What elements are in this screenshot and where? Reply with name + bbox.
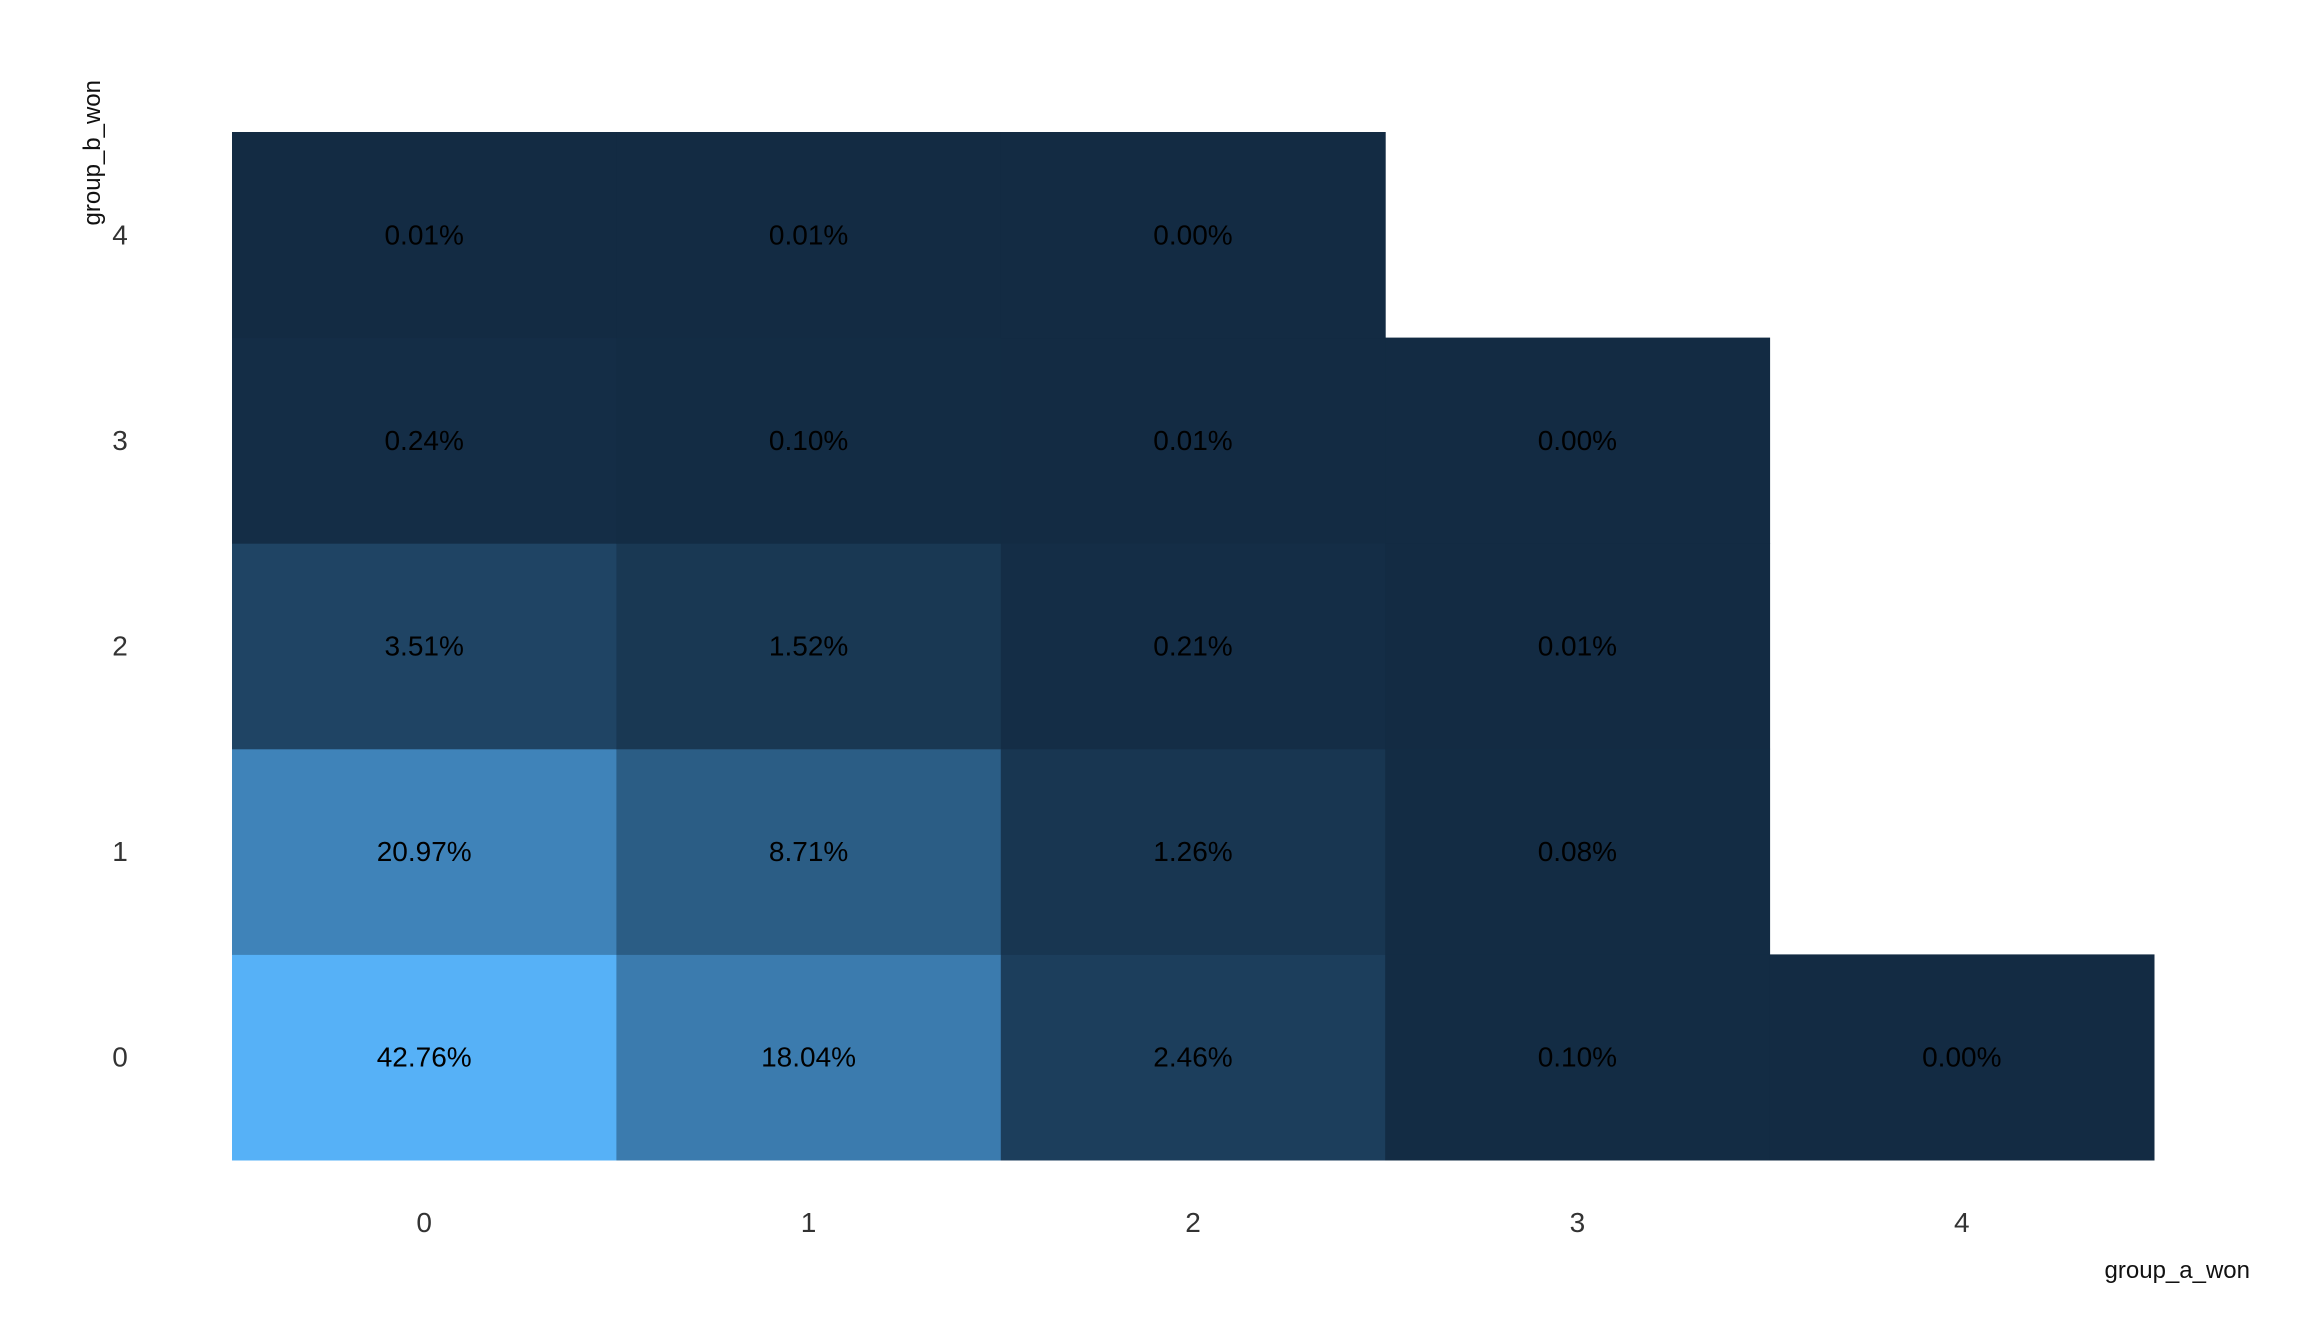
- heatmap-cell-2-1: [1000, 748, 1386, 955]
- heatmap-cell-4-0: [1769, 954, 2155, 1161]
- cell-label-1-1: 8.71%: [769, 836, 848, 867]
- y-tick-label-0: 0: [112, 1042, 128, 1073]
- cell-label-2-2: 0.21%: [1153, 631, 1232, 662]
- heatmap-cell-0-0: [232, 954, 617, 1161]
- x-tick-label-0: 0: [416, 1207, 432, 1238]
- x-tick-label-4: 4: [1954, 1207, 1970, 1238]
- y-tick-label-3: 3: [112, 425, 128, 456]
- heatmap-cell-0-2: [232, 543, 617, 750]
- heatmap-cell-3-2: [1385, 543, 1771, 750]
- heatmap-cell-2-0: [1000, 954, 1386, 1161]
- cell-label-0-1: 20.97%: [377, 836, 472, 867]
- cell-label-0-2: 3.51%: [384, 631, 463, 662]
- heatmap-cell-2-4: [1000, 132, 1386, 339]
- heatmap-cell-0-4: [232, 132, 617, 339]
- heatmap-cell-2-2: [1000, 543, 1386, 750]
- cell-labels: 42.76% 18.04% 2.46% 0.10% 0.00% 20.97% 8.71% 1.…: [377, 219, 2002, 1072]
- cell-label-2-1: 1.26%: [1153, 836, 1232, 867]
- x-tick-label-2: 2: [1185, 1207, 1201, 1238]
- cell-label-2-0: 2.46%: [1153, 1042, 1232, 1073]
- heatmap-cell-1-2: [616, 543, 1002, 750]
- y-tick-label-1: 1: [112, 836, 128, 867]
- x-tick-label-1: 1: [801, 1207, 817, 1238]
- cell-label-0-0: 42.76%: [377, 1042, 472, 1073]
- y-axis-title: group_b_won: [79, 80, 106, 225]
- heatmap-cell-0-3: [232, 337, 617, 544]
- heatmap-cell-1-1: [616, 748, 1002, 955]
- x-tick-label-3: 3: [1570, 1207, 1586, 1238]
- cell-label-3-1: 0.08%: [1538, 836, 1617, 867]
- cell-label-1-3: 0.10%: [769, 425, 848, 456]
- heatmap-cell-0-1: [232, 748, 617, 955]
- cell-label-4-0: 0.00%: [1922, 1042, 2001, 1073]
- cell-label-2-4: 0.00%: [1153, 219, 1232, 250]
- heatmap-cell-3-3: [1385, 337, 1771, 544]
- heatmap-cell-3-1: [1385, 748, 1771, 955]
- cell-label-2-3: 0.01%: [1153, 425, 1232, 456]
- heatmap-cells: [232, 132, 2155, 1161]
- heatmap-cell-3-0: [1385, 954, 1771, 1161]
- x-axis-tick-labels: 0 1 2 3 4: [416, 1207, 1969, 1238]
- cell-label-3-3: 0.00%: [1538, 425, 1617, 456]
- y-axis-tick-labels: 0 1 2 3 4: [112, 219, 128, 1072]
- y-tick-label-4: 4: [112, 219, 128, 250]
- heatmap-cell-1-4: [616, 132, 1002, 339]
- x-axis-title: group_a_won: [2105, 1257, 2250, 1284]
- cell-label-3-2: 0.01%: [1538, 631, 1617, 662]
- cell-label-1-4: 0.01%: [769, 219, 848, 250]
- cell-label-1-0: 18.04%: [761, 1042, 856, 1073]
- heatmap-cell-2-3: [1000, 337, 1386, 544]
- cell-label-3-0: 0.10%: [1538, 1042, 1617, 1073]
- cell-label-0-4: 0.01%: [384, 219, 463, 250]
- heatmap-cell-1-3: [616, 337, 1002, 544]
- cell-label-0-3: 0.24%: [384, 425, 463, 456]
- heatmap-cell-1-0: [616, 954, 1002, 1161]
- cell-label-1-2: 1.52%: [769, 631, 848, 662]
- y-tick-label-2: 2: [112, 631, 128, 662]
